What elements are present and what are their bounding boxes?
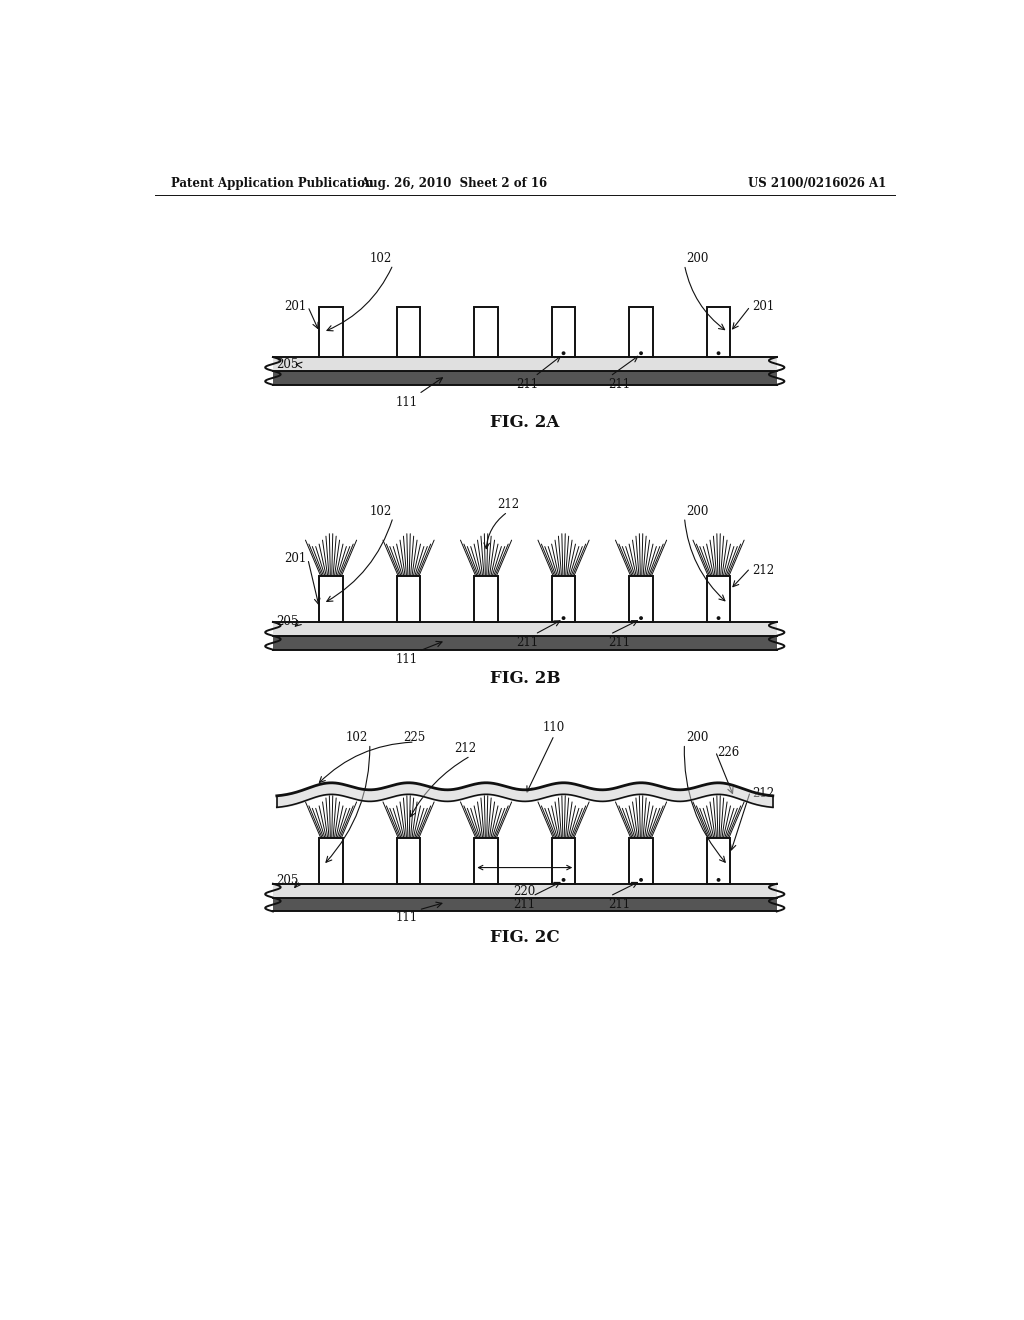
Text: 211: 211 (608, 636, 631, 649)
Text: 212: 212 (497, 498, 519, 511)
Text: 111: 111 (396, 912, 418, 924)
Bar (397, 308, 420, 358)
Bar (319, 838, 343, 884)
Bar (630, 308, 652, 358)
Text: 111: 111 (396, 396, 418, 409)
Polygon shape (273, 884, 776, 898)
Text: 110: 110 (543, 721, 565, 734)
Bar (552, 838, 575, 884)
Bar (630, 576, 652, 622)
Text: 226: 226 (717, 746, 739, 759)
Bar (474, 576, 498, 622)
Text: Aug. 26, 2010  Sheet 2 of 16: Aug. 26, 2010 Sheet 2 of 16 (360, 177, 547, 190)
Text: 225: 225 (403, 731, 425, 744)
Text: FIG. 2B: FIG. 2B (489, 671, 560, 688)
Text: US 2100/0216026 A1: US 2100/0216026 A1 (748, 177, 886, 190)
Text: 220: 220 (514, 884, 536, 898)
Text: 211: 211 (517, 378, 539, 391)
Bar (552, 576, 575, 622)
Text: Patent Application Publication: Patent Application Publication (171, 177, 373, 190)
Circle shape (639, 616, 643, 620)
Circle shape (561, 351, 565, 355)
Bar (397, 576, 420, 622)
Text: 111: 111 (396, 653, 418, 665)
Text: 205: 205 (276, 874, 299, 887)
Text: 211: 211 (517, 636, 539, 649)
Text: 205: 205 (276, 358, 299, 371)
Circle shape (717, 616, 721, 620)
Circle shape (717, 878, 721, 882)
Circle shape (639, 351, 643, 355)
Text: 205: 205 (276, 615, 299, 628)
Text: 211: 211 (513, 898, 535, 911)
Bar (474, 308, 498, 358)
Polygon shape (273, 371, 776, 385)
Circle shape (639, 878, 643, 882)
Text: 200: 200 (686, 731, 709, 744)
Text: 201: 201 (752, 300, 774, 313)
Polygon shape (273, 636, 776, 649)
Text: 212: 212 (752, 564, 774, 577)
Text: 200: 200 (686, 504, 709, 517)
Bar (707, 838, 730, 884)
Text: 211: 211 (608, 378, 631, 391)
Polygon shape (273, 622, 776, 636)
Bar (474, 838, 498, 884)
Text: FIG. 2C: FIG. 2C (490, 929, 559, 946)
Circle shape (717, 351, 721, 355)
Text: 102: 102 (346, 731, 369, 744)
Polygon shape (273, 358, 776, 371)
Text: 201: 201 (284, 300, 306, 313)
Polygon shape (273, 898, 776, 912)
Text: 200: 200 (686, 252, 709, 265)
Bar (397, 838, 420, 884)
Bar (707, 576, 730, 622)
Bar (630, 838, 652, 884)
Circle shape (561, 878, 565, 882)
Bar (319, 576, 343, 622)
Text: FIG. 2A: FIG. 2A (490, 414, 559, 432)
Text: 212: 212 (454, 742, 476, 755)
Text: 212: 212 (752, 787, 774, 800)
Bar (707, 308, 730, 358)
Text: 102: 102 (370, 252, 391, 265)
Circle shape (561, 616, 565, 620)
Bar (319, 308, 343, 358)
Text: 201: 201 (284, 552, 306, 565)
Bar (552, 308, 575, 358)
Text: 211: 211 (608, 898, 631, 911)
Text: 102: 102 (370, 504, 391, 517)
